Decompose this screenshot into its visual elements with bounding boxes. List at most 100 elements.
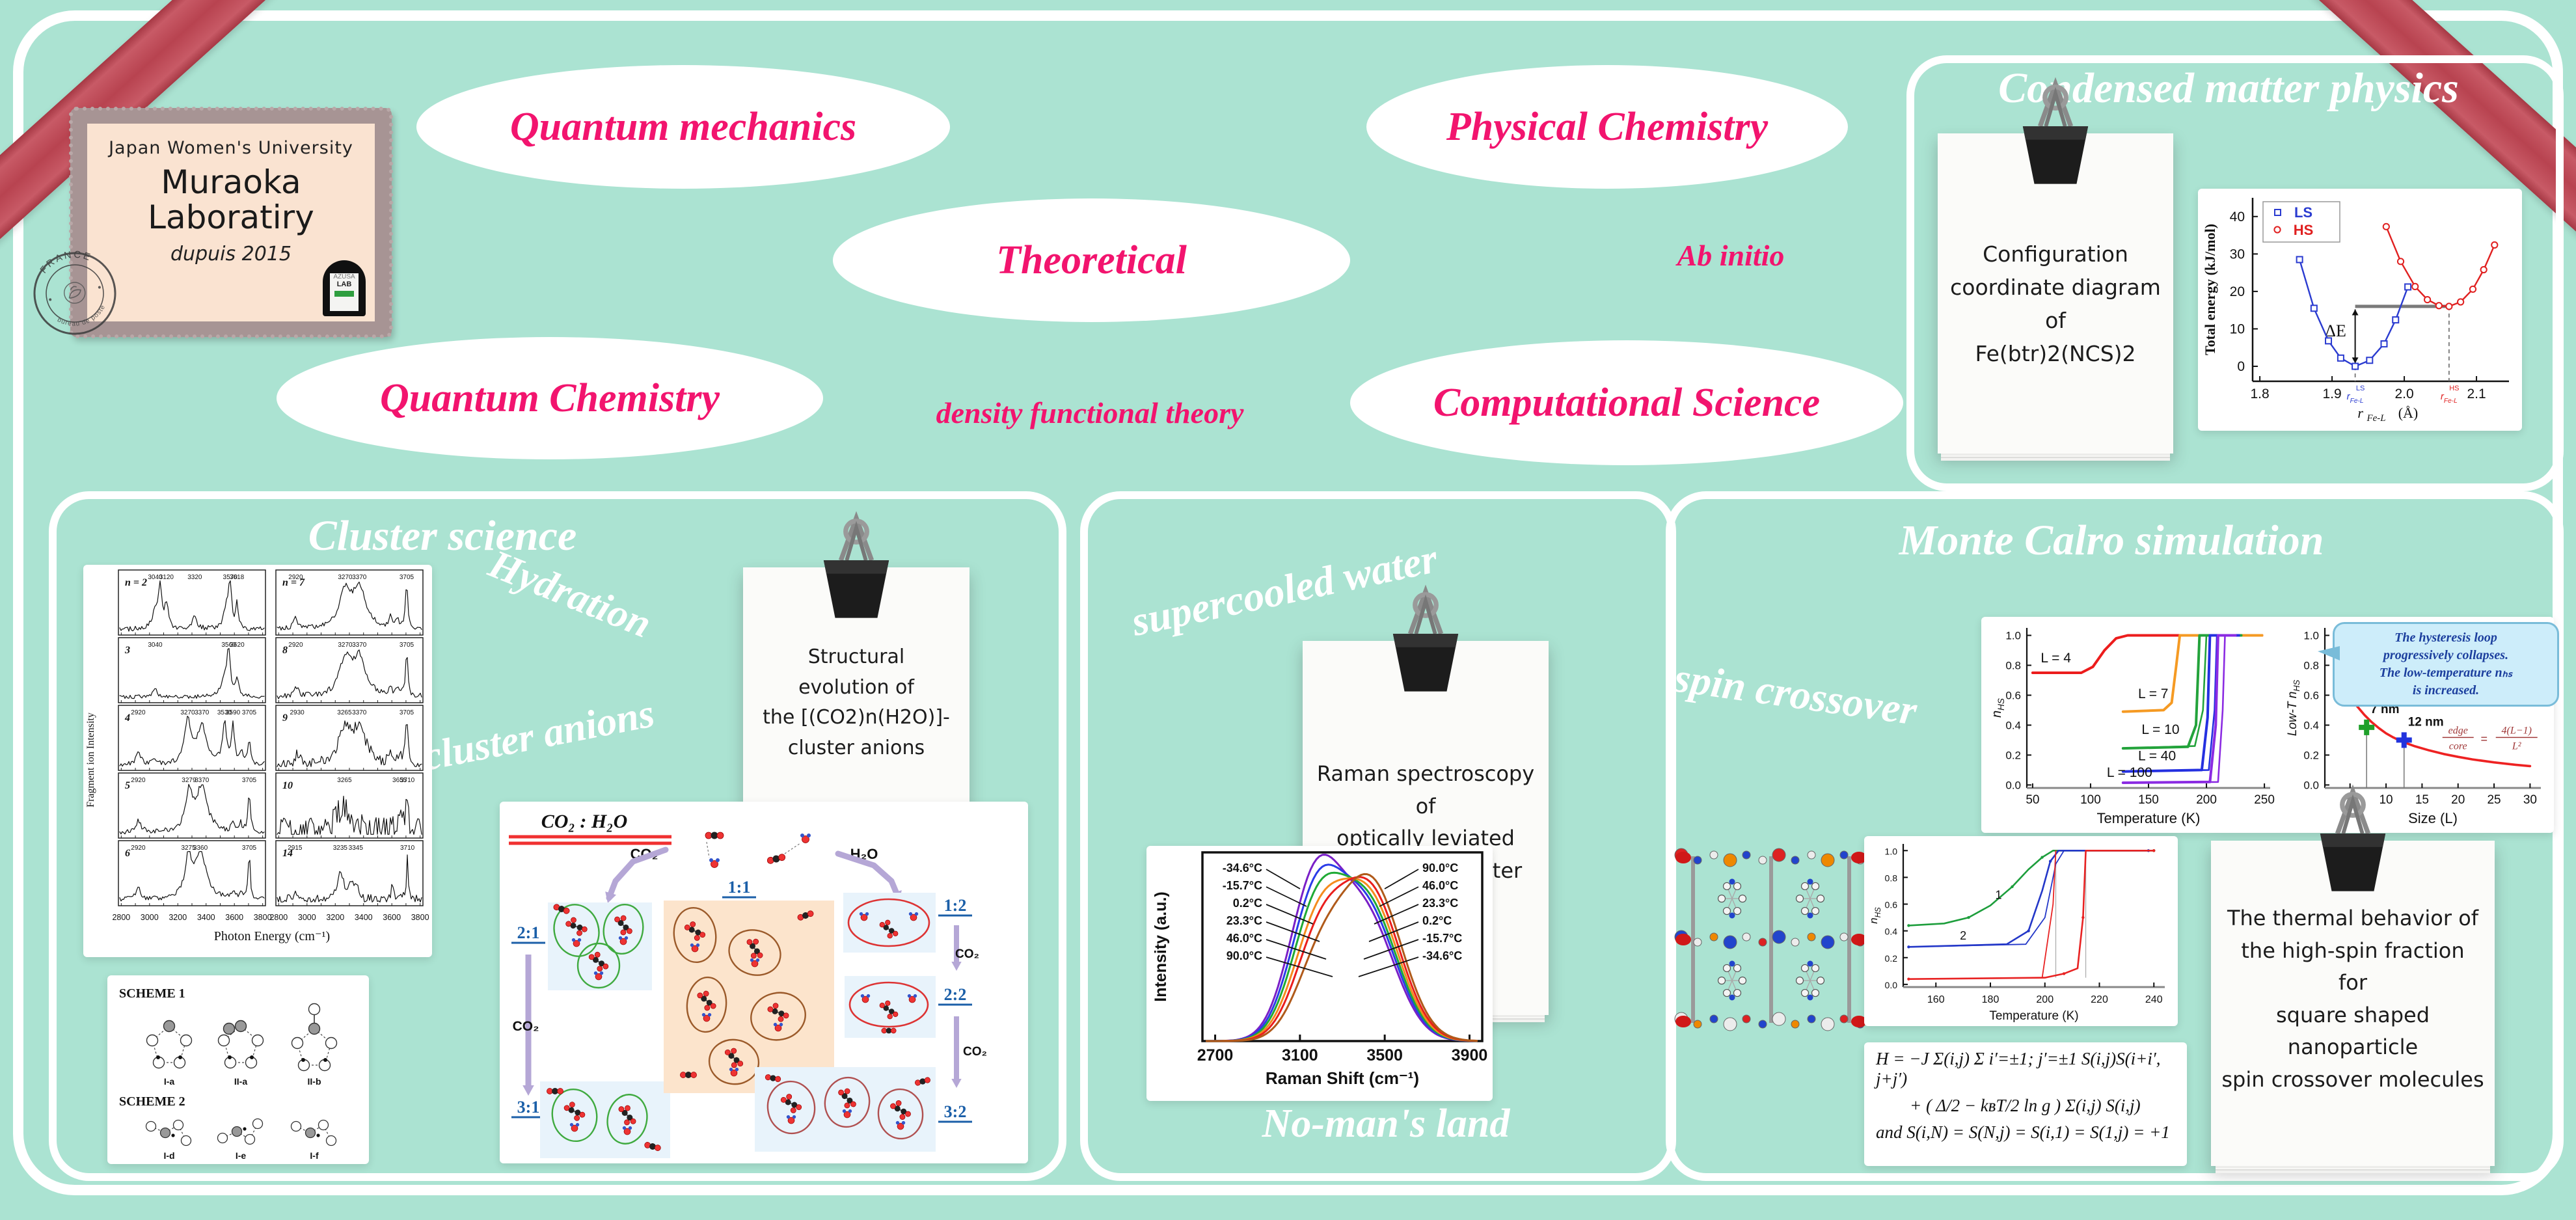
svg-text:3265: 3265 [337, 709, 352, 716]
svg-text:3320: 3320 [187, 574, 202, 581]
svg-text:3530: 3530 [217, 709, 232, 716]
svg-text:3270: 3270 [338, 574, 353, 581]
svg-text:5: 5 [125, 780, 130, 791]
chart-box-hysteresis: 50 100 150 200 250 0.0 0.2 0.4 0.6 0.8 1.0 nHS Tempe… [1981, 617, 2559, 833]
svg-text:L = 40: L = 40 [2138, 748, 2176, 763]
svg-text:1:1: 1:1 [728, 878, 751, 897]
svg-text:0.0: 0.0 [2303, 779, 2319, 791]
figure-co2-h2o-diagram: CO₂ : H₂O CO₂ H₂O 1:1 2:1 3:1 1:2 2:2 3:2 CO₂ CO₂ C… [500, 802, 1028, 1163]
svg-text:3705: 3705 [400, 642, 414, 649]
svg-text:L = 10: L = 10 [2141, 722, 2179, 737]
svg-text:LS: LS [2356, 385, 2365, 392]
svg-text:Intensity (a.u.): Intensity (a.u.) [1152, 891, 1170, 1001]
binder-clip-icon [818, 510, 895, 622]
svg-text:3705: 3705 [242, 845, 257, 852]
svg-text:0.6: 0.6 [1885, 900, 1898, 910]
topic-oval-computational-science: Computational Science [1350, 340, 1903, 465]
svg-text:2700: 2700 [1197, 1046, 1234, 1064]
svg-text:250: 250 [2254, 793, 2275, 807]
svg-text:220: 220 [2091, 994, 2108, 1005]
svg-text:Temperature (K): Temperature (K) [2097, 810, 2201, 826]
svg-text:2:2: 2:2 [944, 985, 967, 1004]
note-configuration-diagram: Configuration coordinate diagram of Fe(b… [1938, 133, 2173, 461]
lab-stamp: Japan Women's University Muraoka Laborat… [33, 107, 393, 338]
svg-text:bureau de poste: bureau de poste [54, 303, 110, 333]
svg-text:3279: 3279 [182, 777, 197, 784]
svg-text:10: 10 [2379, 793, 2393, 807]
svg-text:Size (L): Size (L) [2408, 810, 2458, 826]
svg-text:0.4: 0.4 [2303, 719, 2319, 731]
svg-text:2: 2 [1960, 929, 1966, 942]
svg-text:3275: 3275 [181, 845, 196, 852]
binder-clip-icon [1387, 584, 1464, 696]
svg-text:0.4: 0.4 [2005, 719, 2021, 731]
raman-chart: 2700 3100 3500 3900 Raman Shift (cm⁻¹) Intens… [1152, 851, 1487, 1088]
svg-text:CO₂: CO₂ [513, 1019, 539, 1034]
svg-text:2.1: 2.1 [2467, 386, 2486, 401]
panel-cluster-science [49, 491, 1066, 1181]
svg-text:100: 100 [2080, 793, 2101, 807]
lab-stamp-inner: Japan Women's University Muraoka Laborat… [87, 124, 375, 321]
svg-text:-15.7°C: -15.7°C [1223, 879, 1262, 892]
hysteresis-callout: The hysteresis loop progressively collap… [2318, 622, 2559, 707]
topic-oval-physical-chemistry: Physical Chemistry [1366, 65, 1848, 189]
svg-text:0.2: 0.2 [1885, 953, 1898, 964]
svg-text:150: 150 [2138, 793, 2159, 807]
svg-text:3200: 3200 [169, 913, 187, 922]
svg-text:1.8: 1.8 [2250, 386, 2269, 401]
svg-text:46.0°C: 46.0°C [1227, 932, 1262, 945]
svg-text:50: 50 [2026, 793, 2039, 807]
svg-text:9: 9 [282, 712, 288, 724]
molecule-structure-image [1674, 848, 1867, 1031]
svg-text:30: 30 [2230, 247, 2245, 262]
svg-text:II-b: II-b [308, 1076, 321, 1087]
svg-text:200: 200 [2196, 793, 2217, 807]
svg-text:0.2: 0.2 [2005, 749, 2021, 761]
svg-text:r Fe-L: r Fe-L [2357, 405, 2385, 424]
svg-text:I-f: I-f [310, 1150, 319, 1161]
nhs-temperature-chart: 50 100 150 200 250 0.0 0.2 0.4 0.6 0.8 1.0 nHS Tempe… [1990, 628, 2275, 826]
svg-text:rFe-L: rFe-L [2441, 391, 2458, 405]
svg-text:3710: 3710 [400, 845, 415, 852]
svg-text:3800: 3800 [254, 913, 272, 922]
svg-text:15: 15 [2415, 793, 2429, 807]
svg-text:4(L−1): 4(L−1) [2502, 725, 2532, 736]
svg-text:3235: 3235 [333, 845, 348, 852]
svg-text:0.4: 0.4 [1885, 927, 1898, 937]
svg-text:SCHEME 2: SCHEME 2 [119, 1094, 185, 1109]
svg-text:3370: 3370 [195, 709, 210, 716]
svg-text:I-e: I-e [236, 1150, 247, 1161]
chart-configuration-coordinate: 1.8 1.9 2.0 2.1 0 10 20 30 40 Total energy (kJ/mo… [2198, 189, 2522, 431]
svg-text:2800: 2800 [269, 913, 288, 922]
svg-text:L = 4: L = 4 [2040, 651, 2071, 666]
svg-text:0: 0 [2237, 359, 2245, 374]
svg-text:3800: 3800 [411, 913, 429, 922]
svg-text:2920: 2920 [131, 709, 146, 716]
svg-text:2:1: 2:1 [517, 923, 540, 942]
svg-text:core: core [2449, 740, 2467, 752]
svg-text:-34.6°C: -34.6°C [1223, 861, 1262, 874]
svg-text:3270: 3270 [180, 709, 195, 716]
svg-text:3360: 3360 [193, 845, 208, 852]
svg-text:3370: 3370 [195, 777, 210, 784]
panel-title-monte-carlo: Monte Calro simulation [1899, 517, 2324, 564]
svg-text:1:2: 1:2 [944, 896, 967, 915]
topic-oval-quantum-mechanics: Quantum mechanics [416, 65, 950, 189]
svg-text:6: 6 [125, 848, 130, 859]
svg-text:3:1: 3:1 [517, 1098, 540, 1117]
svg-text:3705: 3705 [400, 709, 414, 716]
figure-fragment-spectra: Fragment ion Intensity Photon Energy (cm⁻… [83, 565, 432, 957]
lab-since: dupuis 2015 [170, 243, 291, 265]
svg-text:nHS: nHS [1867, 907, 1882, 924]
svg-text:3270: 3270 [338, 642, 353, 649]
svg-text:90.0°C: 90.0°C [1422, 861, 1458, 874]
svg-text:CO₂: CO₂ [955, 947, 979, 961]
svg-text:1.0: 1.0 [2005, 629, 2021, 642]
chart-box-nhs-mid: 160 180 200 220 240 0.0 0.2 0.4 0.6 0.8 1.0 nHS Temp… [1864, 836, 2178, 1026]
panel-supercooled-water [1080, 491, 1676, 1181]
svg-text:1.9: 1.9 [2322, 386, 2341, 401]
svg-text:1.0: 1.0 [2303, 629, 2319, 642]
svg-text:L = 100: L = 100 [2107, 765, 2152, 780]
svg-text:-34.6°C: -34.6°C [1422, 949, 1462, 962]
